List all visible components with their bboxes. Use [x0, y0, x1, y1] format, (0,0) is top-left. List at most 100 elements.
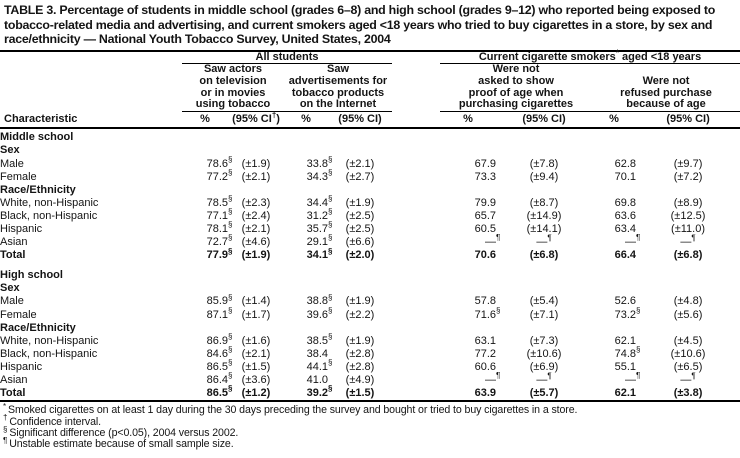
title-rule — [0, 49, 740, 52]
percent-value: 77.1§ — [206, 207, 233, 222]
footnote-text: Confidence interval. — [9, 415, 101, 428]
ci-value: (±1.5) — [328, 387, 393, 403]
percent-value: 29.1§ — [306, 233, 333, 249]
percent-value: 73.2§ — [614, 305, 641, 321]
ci-value: (±3.8) — [636, 387, 740, 403]
column-spacer — [392, 295, 440, 308]
percent-value: 73.3 — [474, 170, 497, 183]
percent-value: 31.2§ — [306, 207, 333, 222]
table-row-sex: Sex — [0, 144, 740, 157]
percent-value: 86.9§ — [206, 332, 233, 347]
ci-value: (±2.1) — [241, 347, 271, 360]
row-label: Total — [0, 387, 182, 403]
row-label: Asian — [0, 236, 28, 249]
table-row-middle-school: Middle school — [0, 128, 740, 144]
percent-value: 78.5§ — [206, 194, 233, 209]
table-row-sex: Sex — [0, 282, 740, 295]
ci-value: (±1.2) — [228, 387, 284, 403]
row-label: Total — [0, 249, 26, 262]
table-row-white-non-hispanic: White, non-Hispanic 86.9§ (±1.6) 38.5§ (±1.9… — [0, 332, 740, 348]
group-header-not-refused: Were not refused purchase because of age — [592, 63, 740, 112]
ci-header: (95% CI) — [636, 111, 740, 130]
ci-value: (±1.5) — [241, 360, 271, 373]
ci-value: (±14.1) — [526, 223, 562, 235]
row-label: Female — [0, 170, 37, 183]
percent-value: —¶ — [485, 371, 501, 387]
span-header-label: All students — [255, 50, 319, 63]
row-label: Hispanic — [0, 360, 43, 373]
row-label: Asian — [0, 374, 28, 387]
percent-value: 77.2 — [474, 347, 497, 360]
footnote-marker: ¶ — [547, 233, 552, 243]
percent-value: 57.8 — [474, 295, 497, 308]
group-header-not-asked-proof: Were not asked to show proof of age when pu… — [440, 64, 593, 112]
percent-value: 33.8§ — [306, 154, 333, 170]
column-spacer — [392, 249, 440, 262]
percent-value: 55.1 — [614, 360, 637, 373]
row-label: Race/Ethnicity — [0, 183, 76, 196]
ci-value: (±8.7) — [529, 196, 559, 209]
footnote-text: Significant difference (p<0.05), 2004 ve… — [9, 427, 239, 440]
row-label: Middle school — [0, 131, 74, 144]
percent-value: 38.8§ — [306, 292, 333, 308]
row-label: Sex — [0, 144, 20, 157]
footnote: † Confidence interval. — [3, 414, 738, 428]
percent-value: 62.1 — [592, 387, 637, 403]
percent-value: 70.1 — [614, 170, 637, 183]
ci-value: (±4.5) — [673, 334, 703, 347]
ci-value: (±4.9) — [345, 374, 375, 387]
ci-value: (±9.7) — [673, 157, 703, 170]
row-label: Hispanic — [0, 223, 43, 235]
ci-value: (±2.1) — [241, 223, 271, 235]
footnote-marker: ¶ — [691, 371, 696, 381]
column-spacer — [392, 387, 441, 403]
table-row-race-ethnicity: Race/Ethnicity — [0, 322, 740, 335]
sub-header-row: Characteristic % (95% CI†) % (95% CI) % … — [0, 111, 740, 130]
ci-value: (±7.1) — [529, 308, 559, 321]
table-row-female: Female 77.2§ (±2.1) 34.3§ (±2.7) 73.3 (±9.4) 70… — [0, 167, 740, 184]
percent-value: 72.7§ — [206, 233, 233, 249]
percent-value: 87.1§ — [206, 305, 233, 321]
row-label: White, non-Hispanic — [0, 196, 99, 209]
ci-value: (±6.8) — [673, 249, 703, 262]
percent-value: 52.6 — [614, 295, 637, 308]
percent-value: 77.2§ — [206, 167, 233, 183]
percent-value: 70.6 — [474, 249, 497, 262]
column-spacer — [392, 52, 440, 64]
ci-value: (±10.6) — [670, 347, 706, 360]
table-row-total: Total 86.5§ (±1.2) 39.2§ (±1.5) 63.9 (±5.7) 62.… — [0, 385, 740, 403]
percent-value: 63.9 — [440, 387, 497, 403]
percent-header: % — [440, 111, 497, 130]
table-row-black-non-hispanic: Black, non-Hispanic 77.1§ (±2.4) 31.2§ (±2.5… — [0, 207, 740, 223]
ci-value: —¶ — [536, 233, 552, 249]
ci-value: (±1.9) — [241, 249, 271, 262]
percent-value: —¶ — [625, 233, 641, 249]
footnote-marker: * — [3, 401, 7, 411]
ci-value: (±5.7) — [496, 387, 593, 403]
ci-value: (±6.6) — [345, 236, 375, 249]
ci-header: (95% CI) — [496, 111, 593, 130]
column-spacer — [392, 348, 440, 361]
ci-value: (±1.9) — [241, 157, 271, 170]
data-table: All students Current cigarette smokers* … — [0, 49, 740, 403]
percent-value: 34.4§ — [306, 194, 333, 209]
ci-header: (95% CI) — [328, 111, 393, 130]
ci-value: (±2.3) — [241, 196, 271, 209]
percent-value: 39.6§ — [306, 305, 333, 321]
span-header-all-students: All students — [182, 50, 393, 65]
percent-value: 63.1 — [474, 334, 497, 347]
percent-value: 67.9 — [474, 157, 497, 170]
percent-value: —¶ — [485, 233, 501, 249]
percent-value: 63.4 — [614, 223, 637, 235]
ci-value: (±2.1) — [345, 157, 375, 170]
column-spacer — [392, 197, 440, 210]
ci-value: (±2.0) — [345, 249, 375, 262]
percent-value: 77.9§ — [206, 246, 233, 262]
percent-header: % — [182, 111, 228, 130]
column-spacer — [392, 236, 440, 249]
percent-value: 34.3§ — [306, 167, 333, 183]
percent-value: 60.5 — [474, 223, 497, 235]
footnote-marker: * — [615, 48, 619, 58]
column-spacer — [392, 171, 440, 184]
